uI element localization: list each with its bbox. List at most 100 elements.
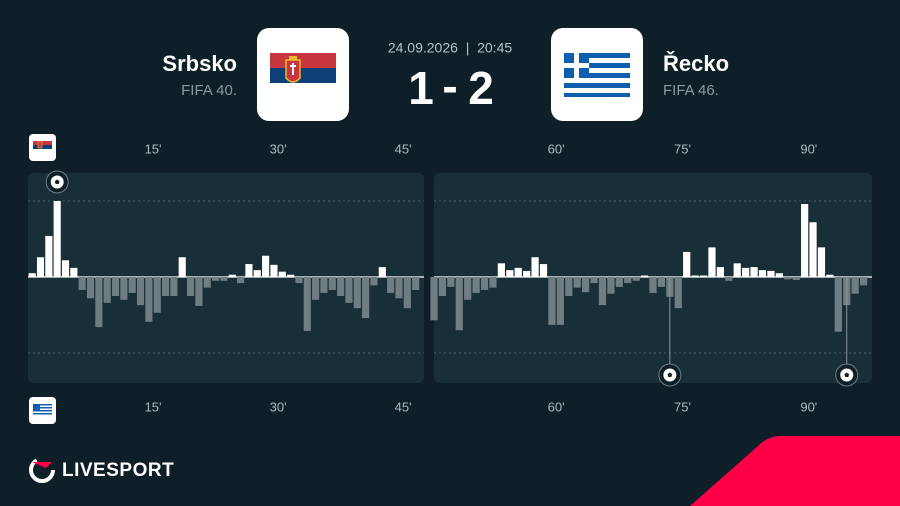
momentum-bar <box>353 277 361 309</box>
momentum-bar <box>78 277 86 290</box>
momentum-bar <box>237 277 245 284</box>
momentum-bar <box>203 277 211 288</box>
momentum-bar <box>195 277 203 306</box>
x-tick-label: 60' <box>548 399 565 414</box>
momentum-bar <box>111 277 120 296</box>
brand-logo <box>29 457 55 483</box>
away-goal-marker <box>658 363 682 387</box>
momentum-bar <box>480 277 489 290</box>
momentum-bar <box>320 277 328 293</box>
momentum-bar <box>128 277 136 293</box>
brand-corner <box>690 436 900 506</box>
momentum-bar <box>228 274 236 277</box>
momentum-bar <box>395 277 403 299</box>
momentum-bar <box>809 222 817 277</box>
momentum-bar <box>834 277 842 332</box>
momentum-bar <box>95 277 103 328</box>
goal-ball-patch <box>667 372 673 377</box>
x-tick-label: 15' <box>145 399 162 414</box>
momentum-bar <box>573 277 581 288</box>
x-tick-label: 75' <box>674 399 691 414</box>
momentum-bar <box>28 273 36 277</box>
momentum-bar <box>262 255 270 277</box>
momentum-bar <box>859 277 868 286</box>
momentum-bar <box>220 277 228 281</box>
momentum-bar <box>178 257 186 277</box>
momentum-bar <box>792 277 800 281</box>
goal-ball-patch <box>844 372 850 377</box>
momentum-bar <box>345 277 353 303</box>
momentum-bar <box>70 267 78 277</box>
momentum-bar <box>598 277 607 306</box>
momentum-bar <box>245 264 253 277</box>
momentum-bar <box>412 277 420 290</box>
momentum-bar <box>45 235 53 277</box>
momentum-bar <box>497 263 505 277</box>
momentum-bar <box>378 267 386 277</box>
momentum-bar <box>624 277 632 284</box>
momentum-bar <box>53 201 61 277</box>
x-tick-label: 45' <box>395 399 412 414</box>
momentum-bar <box>531 257 539 277</box>
momentum-bar <box>170 277 178 296</box>
x-tick-label: 15' <box>145 141 162 156</box>
momentum-bar <box>506 270 514 277</box>
away-flag-small <box>29 397 56 424</box>
momentum-bar <box>851 277 859 294</box>
x-tick-label: 75' <box>674 141 691 156</box>
momentum-bar <box>649 277 657 293</box>
momentum-bar <box>36 257 45 277</box>
momentum-bar <box>826 274 834 277</box>
momentum-bar <box>590 277 598 284</box>
momentum-bar <box>362 277 370 319</box>
momentum-bar <box>725 277 733 281</box>
away-flag <box>551 28 643 121</box>
momentum-bar <box>691 275 699 277</box>
momentum-bar <box>607 277 615 294</box>
momentum-bar <box>61 260 70 277</box>
away-score: 2 <box>468 62 494 114</box>
momentum-bar <box>337 277 345 296</box>
momentum-bar <box>767 270 775 277</box>
momentum-bar <box>784 277 792 280</box>
momentum-bar <box>387 277 395 293</box>
away-team-name: Řecko <box>663 51 729 76</box>
momentum-bar <box>733 263 741 277</box>
home-flag-small <box>29 134 56 161</box>
momentum-bar <box>801 204 809 277</box>
momentum-bar <box>565 277 573 296</box>
momentum-bar <box>674 277 682 309</box>
momentum-bar <box>161 277 170 296</box>
away-team-rank: FIFA 46. <box>663 82 719 99</box>
momentum-bar <box>489 277 497 288</box>
momentum-bar <box>370 277 378 286</box>
momentum-bar <box>640 275 649 277</box>
momentum-bar <box>270 264 278 277</box>
momentum-bar <box>464 277 472 300</box>
brand-name: LIVESPORT <box>62 460 174 481</box>
momentum-bar <box>278 271 286 277</box>
x-tick-label: 30' <box>270 399 287 414</box>
momentum-bar <box>153 277 161 313</box>
momentum-bar <box>548 277 556 325</box>
momentum-bar <box>699 275 708 277</box>
home-team-rank: FIFA 40. <box>181 82 237 99</box>
momentum-bar <box>430 277 438 321</box>
momentum-bar <box>539 264 548 277</box>
home-flag <box>257 28 349 121</box>
momentum-bar <box>556 277 564 325</box>
match-datetime: 24.09.2026 | 20:45 <box>388 40 513 56</box>
momentum-bar <box>303 277 311 331</box>
momentum-bar <box>708 247 716 277</box>
momentum-bar <box>817 247 826 277</box>
x-tick-label: 90' <box>800 141 817 156</box>
score-separator: - <box>442 60 457 112</box>
momentum-bar <box>103 277 111 303</box>
x-tick-label: 45' <box>395 141 412 156</box>
momentum-bar <box>582 277 590 293</box>
momentum-bar <box>683 251 691 277</box>
momentum-bar <box>120 277 128 300</box>
momentum-bar <box>438 277 447 296</box>
